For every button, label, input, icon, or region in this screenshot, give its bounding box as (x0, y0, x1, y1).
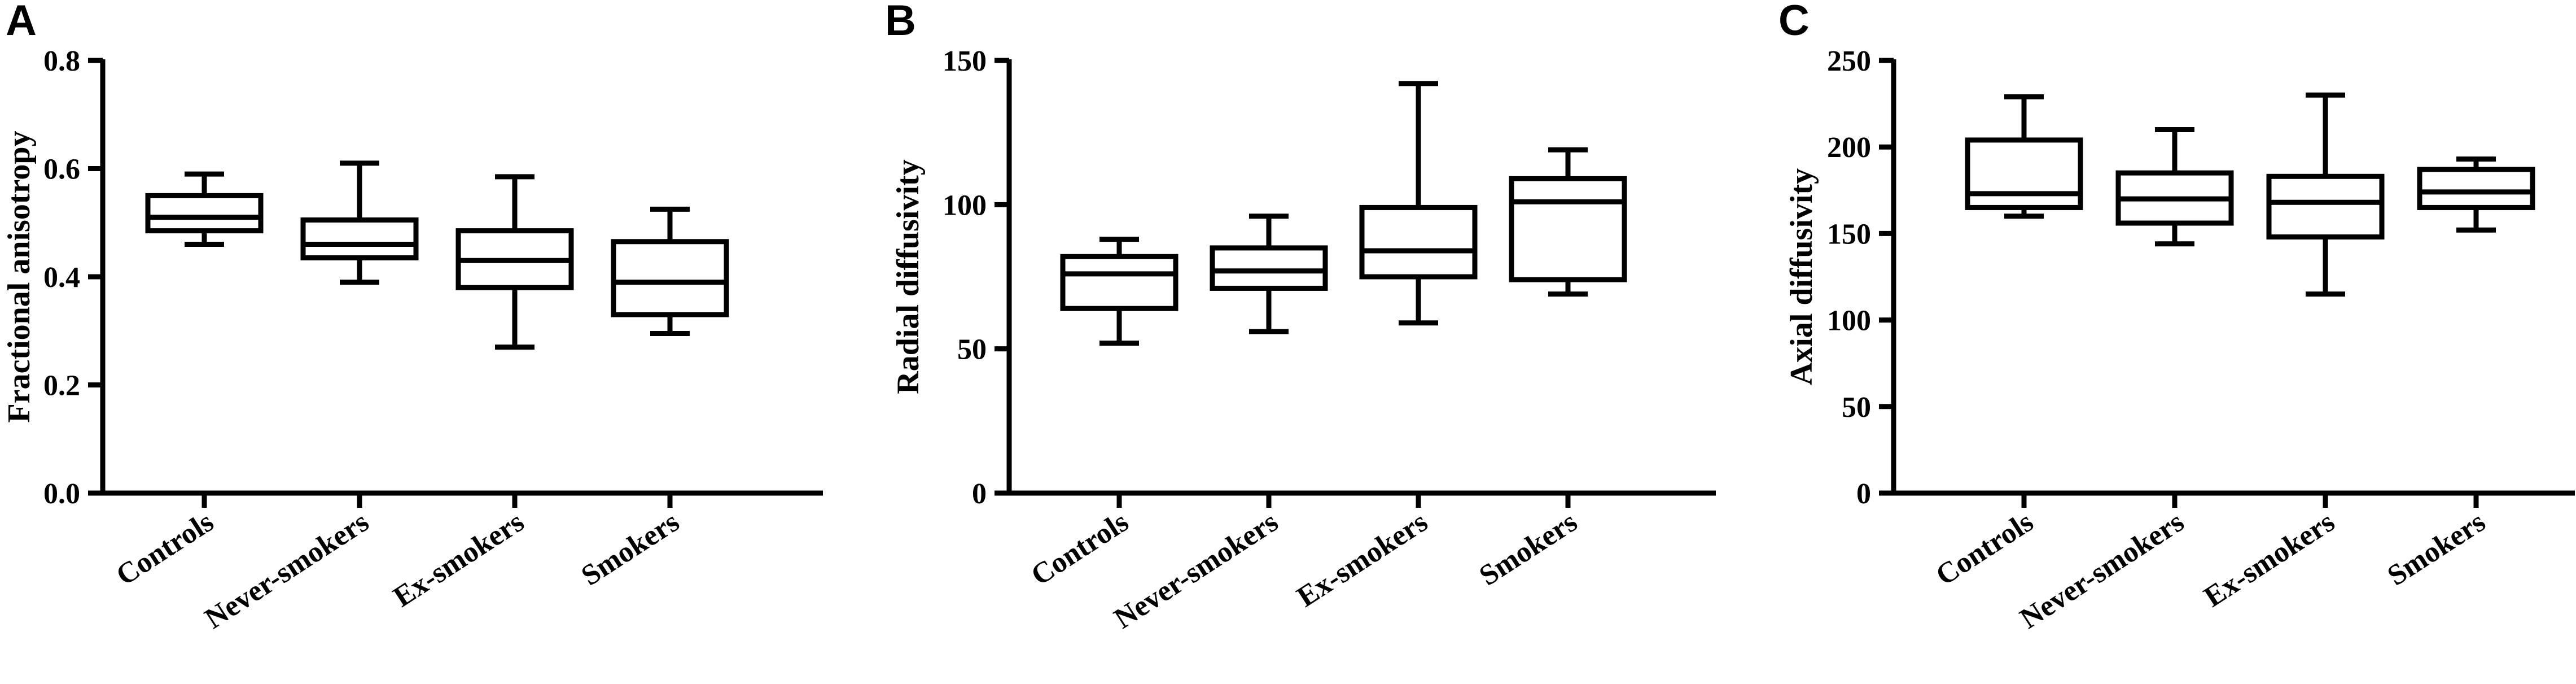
box-plot-controls (1965, 94, 2083, 219)
y-tick-label: 150 (1827, 218, 1871, 250)
iqr-box (1060, 254, 1179, 311)
box-plot-ex-smokers (2266, 92, 2385, 297)
iqr-box (2266, 173, 2385, 240)
y-tick-label: 100 (1827, 305, 1871, 337)
iqr-box (1965, 137, 2083, 210)
box-plot-controls (1060, 237, 1179, 346)
box-plot-ex-smokers (1359, 81, 1478, 326)
category-label: Ex-smokers (388, 506, 530, 613)
iqr-box (2417, 167, 2535, 210)
category-label: Controls (111, 506, 220, 592)
y-tick-label: 50 (1842, 391, 1871, 424)
iqr-box (1210, 245, 1328, 291)
box-plot-never-smokers (1210, 214, 1328, 334)
box-plot-never-smokers (300, 160, 419, 285)
box-plot-ex-smokers (455, 174, 574, 350)
category-label: Smokers (576, 506, 685, 592)
box-plot-smokers (2417, 156, 2535, 233)
y-axis-title: Axial diffusivity (1784, 168, 1819, 385)
iqr-box (1359, 204, 1478, 280)
category-label: Smokers (1474, 506, 1583, 592)
iqr-box (611, 239, 729, 317)
y-tick-label: 0 (1856, 478, 1871, 510)
iqr-box (145, 193, 264, 234)
category-label: Controls (1026, 506, 1134, 592)
y-tick-label: 0.8 (43, 45, 80, 77)
box-plot-never-smokers (2115, 127, 2234, 247)
category-label: Ex-smokers (1291, 506, 1434, 613)
chart-panel-c: C 0 50 100 150 200 250 Axial diffusivity Control… (1778, 0, 2575, 635)
iqr-box (300, 217, 419, 260)
y-tick-label: 100 (943, 189, 987, 221)
category-label: Never-smokers (1109, 506, 1283, 635)
y-tick-label: 0.6 (43, 154, 80, 186)
y-tick-label: 0.0 (43, 478, 80, 510)
y-tick-label: 0.4 (43, 262, 80, 294)
chart-panel-a: A 0.0 0.2 0.4 0.6 0.8 Fractional anisotropy Con… (2, 0, 823, 635)
y-tick-label: 200 (1827, 132, 1871, 164)
y-tick-label: 150 (943, 45, 987, 77)
y-tick-label: 0 (972, 478, 987, 510)
chart-panel-b: B 0 50 100 150 Radial diffusivity ControlsNeve… (885, 0, 1716, 635)
category-label: Never-smokers (2014, 506, 2189, 635)
category-label: Smokers (2382, 506, 2491, 592)
panel-letter: B (885, 0, 916, 45)
y-tick-label: 250 (1827, 45, 1871, 77)
box-plot-smokers (611, 206, 729, 337)
panel-letter: A (6, 0, 37, 45)
iqr-box (1509, 176, 1627, 282)
box-plot-smokers (1509, 147, 1627, 297)
category-label: Never-smokers (199, 506, 374, 635)
panel-letter: C (1778, 0, 1810, 45)
y-axis-title: Radial diffusivity (891, 159, 926, 394)
box-plot-controls (145, 171, 264, 247)
y-axis-title: Fractional anisotropy (2, 131, 37, 423)
category-label: Controls (1930, 506, 2039, 592)
category-label: Ex-smokers (2198, 506, 2341, 613)
y-tick-label: 50 (957, 334, 987, 366)
y-tick-label: 0.2 (43, 370, 80, 402)
